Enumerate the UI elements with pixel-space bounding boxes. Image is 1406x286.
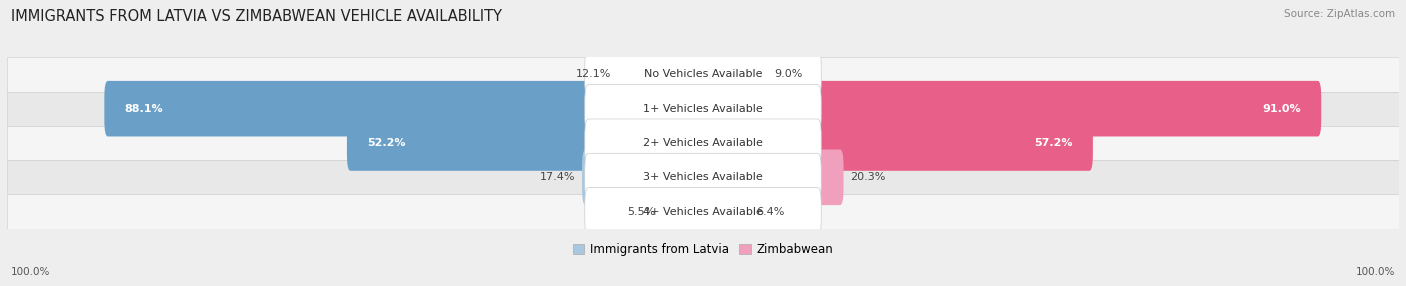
FancyBboxPatch shape xyxy=(585,188,821,236)
FancyBboxPatch shape xyxy=(700,115,1092,171)
Text: 88.1%: 88.1% xyxy=(125,104,163,114)
FancyBboxPatch shape xyxy=(662,184,706,239)
Bar xyxy=(7,57,1399,92)
Bar xyxy=(7,126,1399,160)
FancyBboxPatch shape xyxy=(104,81,706,136)
FancyBboxPatch shape xyxy=(700,150,844,205)
Text: 1+ Vehicles Available: 1+ Vehicles Available xyxy=(643,104,763,114)
FancyBboxPatch shape xyxy=(617,47,706,102)
FancyBboxPatch shape xyxy=(582,150,706,205)
Text: No Vehicles Available: No Vehicles Available xyxy=(644,69,762,79)
Text: 12.1%: 12.1% xyxy=(575,69,612,79)
Text: 5.5%: 5.5% xyxy=(627,207,655,217)
FancyBboxPatch shape xyxy=(585,153,821,201)
FancyBboxPatch shape xyxy=(585,119,821,167)
Text: 52.2%: 52.2% xyxy=(367,138,406,148)
Text: IMMIGRANTS FROM LATVIA VS ZIMBABWEAN VEHICLE AVAILABILITY: IMMIGRANTS FROM LATVIA VS ZIMBABWEAN VEH… xyxy=(11,9,502,23)
Text: 6.4%: 6.4% xyxy=(756,207,785,217)
Bar xyxy=(7,160,1399,194)
Text: 91.0%: 91.0% xyxy=(1263,104,1301,114)
FancyBboxPatch shape xyxy=(700,81,1322,136)
FancyBboxPatch shape xyxy=(700,47,768,102)
Text: 100.0%: 100.0% xyxy=(11,267,51,277)
Text: 20.3%: 20.3% xyxy=(851,172,886,182)
Text: 17.4%: 17.4% xyxy=(540,172,575,182)
FancyBboxPatch shape xyxy=(347,115,706,171)
Text: 9.0%: 9.0% xyxy=(773,69,803,79)
FancyBboxPatch shape xyxy=(585,50,821,98)
FancyBboxPatch shape xyxy=(700,184,749,239)
Text: Source: ZipAtlas.com: Source: ZipAtlas.com xyxy=(1284,9,1395,19)
Text: 3+ Vehicles Available: 3+ Vehicles Available xyxy=(643,172,763,182)
Text: 2+ Vehicles Available: 2+ Vehicles Available xyxy=(643,138,763,148)
Text: 57.2%: 57.2% xyxy=(1033,138,1073,148)
Text: 4+ Vehicles Available: 4+ Vehicles Available xyxy=(643,207,763,217)
Text: 100.0%: 100.0% xyxy=(1355,267,1395,277)
Bar xyxy=(7,92,1399,126)
Legend: Immigrants from Latvia, Zimbabwean: Immigrants from Latvia, Zimbabwean xyxy=(568,238,838,261)
FancyBboxPatch shape xyxy=(585,85,821,133)
Bar xyxy=(7,194,1399,229)
